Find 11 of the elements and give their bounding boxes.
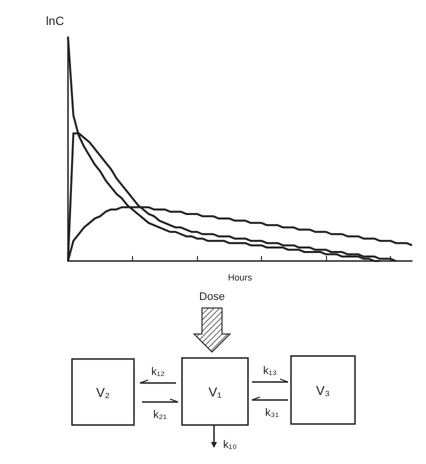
text: k₁₃ [263, 365, 277, 377]
text: k₁₂ [151, 366, 165, 378]
text: Dose [199, 291, 225, 303]
square-box: V₂ [71, 358, 135, 426]
text: k₃₁ [265, 407, 280, 419]
text: k₁₀ [223, 439, 237, 451]
square-box: V₁ [181, 357, 249, 426]
y-axis-title: lnC [46, 14, 64, 28]
x-axis-title: Hours [228, 272, 252, 282]
text: k₂₁ [153, 409, 168, 421]
square-box: V₃ [290, 355, 356, 425]
